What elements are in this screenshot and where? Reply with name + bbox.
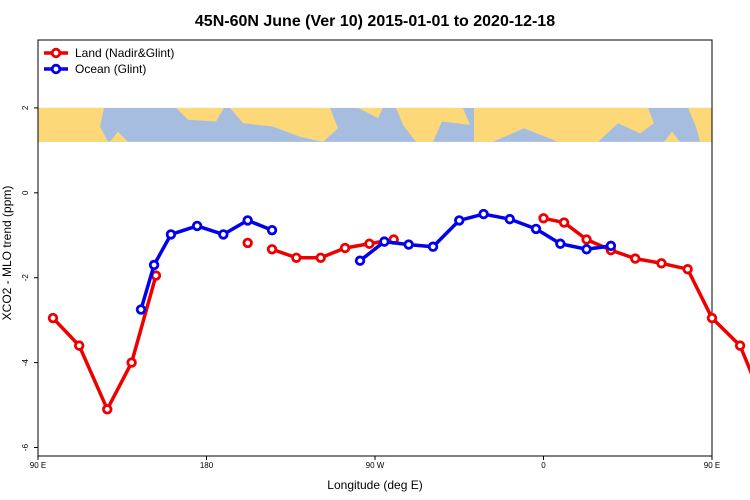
series-1-point-0-2 bbox=[165, 229, 177, 240]
series-1-point-1-5 bbox=[478, 208, 489, 220]
y-tick-label-3: -4 bbox=[21, 359, 30, 367]
x-axis-label: Longitude (deg E) bbox=[327, 478, 422, 492]
series-0-point-0-1 bbox=[73, 340, 85, 351]
x-tick-label-4: 90 E bbox=[704, 461, 720, 470]
series-0-point-3-2 bbox=[581, 234, 592, 245]
series-1-point-1-8 bbox=[555, 238, 566, 249]
x-tick-label-3: 0 bbox=[541, 461, 546, 470]
map-land-2 bbox=[176, 107, 224, 122]
map-land-6 bbox=[474, 107, 654, 142]
x-tick-label-0: 90 E bbox=[30, 461, 46, 470]
chart-title: 45N-60N June (Ver 10) 2015-01-01 to 2020… bbox=[195, 13, 555, 30]
series-1-point-0-3 bbox=[191, 220, 203, 232]
series-0-point-3-1 bbox=[558, 217, 570, 228]
map-land-7 bbox=[664, 131, 680, 142]
legend-entries: Land (Nadir&Glint) Ocean (Glint) bbox=[44, 46, 174, 76]
series-0-point-0-0 bbox=[47, 312, 59, 324]
y-tick-label-1: 0 bbox=[21, 190, 30, 195]
map-land-4 bbox=[358, 107, 383, 119]
series-0-line-0 bbox=[51, 273, 158, 412]
y-axis-label: XCO2 - MLO trend (ppm) bbox=[0, 186, 14, 321]
series-0-point-2-0 bbox=[266, 244, 278, 255]
map-band bbox=[38, 107, 712, 142]
legend: Land (Nadir&Glint) Ocean (Glint) bbox=[39, 42, 189, 80]
series-0-point-3-8 bbox=[734, 340, 746, 351]
series-0-point-3-7 bbox=[706, 312, 718, 324]
series-layer bbox=[47, 208, 750, 415]
series-0-point-3-4 bbox=[630, 253, 641, 264]
series-0-point-1-0 bbox=[242, 237, 253, 249]
x-axis: 90 E 180 90 W 0 90 E bbox=[30, 456, 720, 470]
series-1 bbox=[135, 208, 617, 315]
series-1-point-1-7 bbox=[530, 223, 542, 235]
series-0-point-3-5 bbox=[656, 258, 667, 269]
series-0-point-3-0 bbox=[538, 213, 549, 224]
series-1-point-1-1 bbox=[379, 236, 390, 247]
legend-marker-1 bbox=[50, 63, 62, 75]
map-land-3 bbox=[230, 107, 338, 142]
series-1-point-1-9 bbox=[581, 244, 592, 255]
map-land-1 bbox=[110, 131, 128, 142]
series-0-point-2-4 bbox=[364, 238, 375, 249]
series-0-point-0-3 bbox=[126, 357, 137, 368]
map-land-5 bbox=[396, 107, 470, 142]
y-tick-label-0: 2 bbox=[21, 105, 30, 110]
series-0-point-2-3 bbox=[339, 242, 351, 254]
series-0-point-2-1 bbox=[291, 252, 302, 263]
series-1-point-0-0 bbox=[135, 304, 147, 315]
series-1-line-0 bbox=[139, 218, 274, 312]
y-tick-label-2: -2 bbox=[21, 274, 30, 282]
series-1-point-0-5 bbox=[242, 215, 253, 226]
legend-label-1: Ocean (Glint) bbox=[75, 62, 146, 76]
legend-box bbox=[39, 42, 189, 80]
series-1-point-1-4 bbox=[454, 215, 465, 226]
series-1-point-1-0 bbox=[354, 255, 366, 266]
series-1-point-0-6 bbox=[266, 224, 278, 236]
series-1-point-1-6 bbox=[504, 213, 515, 225]
series-1-point-0-4 bbox=[218, 229, 229, 240]
series-1-point-1-3 bbox=[427, 241, 439, 252]
series-1-point-0-1 bbox=[148, 259, 160, 271]
series-0-point-3-6 bbox=[682, 264, 693, 275]
series-1-point-1-10 bbox=[605, 240, 617, 252]
map-land-8 bbox=[688, 107, 712, 142]
y-tick-label-4: -6 bbox=[21, 443, 30, 451]
legend-label-0: Land (Nadir&Glint) bbox=[75, 46, 174, 60]
series-0-point-0-2 bbox=[102, 404, 113, 415]
y-axis: 2 0 -2 -4 -6 bbox=[21, 105, 38, 451]
series-1-point-1-2 bbox=[403, 239, 414, 250]
series-0-point-2-2 bbox=[315, 252, 326, 263]
map-land-0 bbox=[38, 107, 108, 142]
x-tick-label-2: 90 W bbox=[366, 461, 385, 470]
x-tick-label-1: 180 bbox=[200, 461, 214, 470]
legend-marker-0 bbox=[50, 47, 62, 59]
